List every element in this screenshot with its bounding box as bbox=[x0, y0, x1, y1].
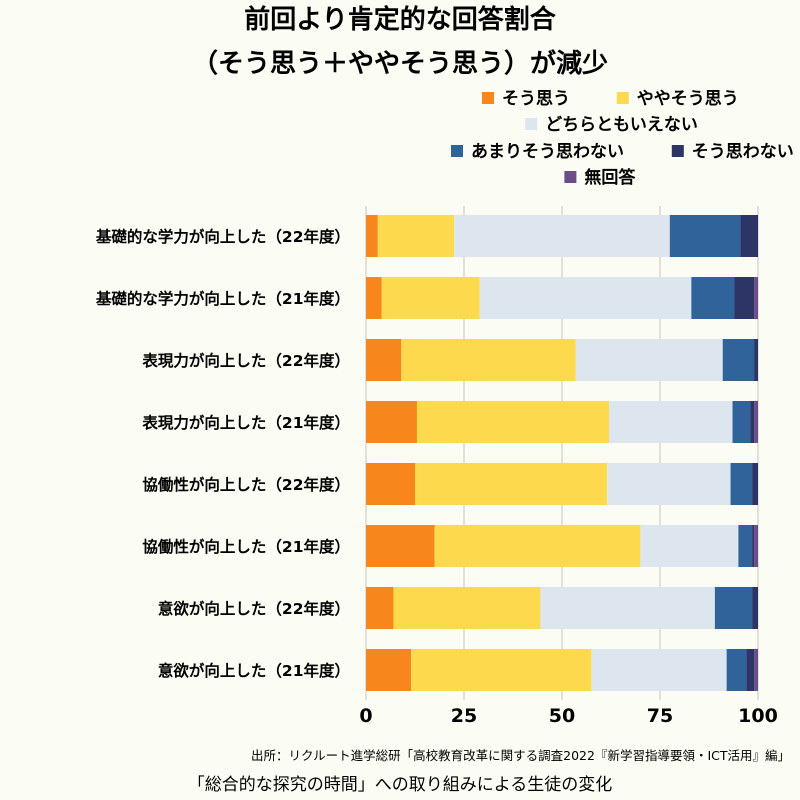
bar-segment-5-3 bbox=[738, 525, 753, 567]
x-tick-label-1: 25 bbox=[451, 705, 477, 727]
bar-segment-5-1 bbox=[434, 525, 641, 567]
bar-segment-6-2 bbox=[540, 587, 715, 629]
bar-segment-0-4 bbox=[740, 215, 758, 257]
bar-segment-2-0 bbox=[366, 339, 402, 381]
category-label-3: 表現力が向上した（21年度） bbox=[141, 413, 350, 432]
bar-segment-7-2 bbox=[591, 649, 727, 691]
legend-swatch-0 bbox=[482, 92, 494, 104]
bar-segment-3-2 bbox=[609, 401, 733, 443]
category-labels: 基礎的な学力が向上した（22年度） 基礎的な学力が向上した（21年度） 表現力が向上… bbox=[95, 227, 350, 680]
legend-label-5: 無回答 bbox=[584, 167, 636, 188]
legend-swatch-5 bbox=[564, 171, 577, 183]
bar-segment-5-0 bbox=[366, 525, 435, 567]
bar-segment-4-3 bbox=[730, 463, 753, 505]
bar-segment-5-4 bbox=[752, 525, 755, 567]
bar-segment-6-0 bbox=[366, 587, 394, 629]
chart-title: 前回より肯定的な回答割合 （そう思う＋ややそう思う）が減少 bbox=[192, 4, 608, 79]
bar-segment-7-3 bbox=[726, 649, 747, 691]
bar-segment-4-1 bbox=[415, 463, 608, 505]
category-label-0: 基礎的な学力が向上した（22年度） bbox=[95, 227, 350, 246]
x-axis-ticks: 0 25 50 75 100 bbox=[359, 705, 777, 727]
category-label-6: 意欲が向上した（22年度） bbox=[158, 599, 350, 618]
x-tick-label-3: 75 bbox=[647, 705, 673, 727]
legend-swatch-2 bbox=[525, 118, 538, 130]
bar-segment-0-1 bbox=[377, 215, 455, 257]
bar-segment-4-4 bbox=[752, 463, 758, 505]
category-label-1: 基礎的な学力が向上した（21年度） bbox=[95, 289, 350, 308]
legend-swatch-3 bbox=[451, 145, 463, 157]
bars bbox=[366, 215, 758, 691]
bar-segment-4-0 bbox=[366, 463, 415, 505]
bar-segment-3-4 bbox=[750, 401, 755, 443]
bar-segment-0-2 bbox=[454, 215, 670, 257]
x-tick-label-4: 100 bbox=[738, 705, 778, 727]
bar-segment-1-2 bbox=[479, 277, 692, 319]
bar-segment-2-1 bbox=[401, 339, 576, 381]
bar-segment-7-1 bbox=[411, 649, 592, 691]
bar-segment-2-2 bbox=[575, 339, 723, 381]
bar-segment-1-4 bbox=[734, 277, 755, 319]
source-note: 出所：リクルート進学総研「高校教育改革に関する調査2022『新学習指導要領・IC… bbox=[251, 748, 790, 763]
bar-segment-0-0 bbox=[366, 215, 378, 257]
bar-segment-0-3 bbox=[669, 215, 741, 257]
legend-label-1: ややそう思う bbox=[637, 89, 739, 109]
bar-segment-4-2 bbox=[607, 463, 731, 505]
legend-label-2: どちらともいえない bbox=[545, 115, 698, 135]
legend-swatch-1 bbox=[616, 92, 629, 104]
category-label-2: 表現力が向上した（22年度） bbox=[141, 351, 350, 370]
legend-label-4: そう思わない bbox=[692, 142, 794, 162]
bar-segment-7-5 bbox=[754, 649, 758, 691]
bar-segment-5-5 bbox=[754, 525, 758, 567]
x-tick-label-0: 0 bbox=[359, 705, 372, 727]
bar-segment-5-2 bbox=[640, 525, 739, 567]
bar-segment-7-0 bbox=[366, 649, 412, 691]
bar-segment-3-0 bbox=[366, 401, 417, 443]
bar-segment-7-4 bbox=[746, 649, 755, 691]
legend-label-3: あまりそう思わない bbox=[471, 142, 624, 162]
category-label-7: 意欲が向上した（21年度） bbox=[158, 661, 350, 680]
title-line-2: （そう思う＋ややそう思う）が減少 bbox=[192, 48, 608, 79]
bar-segment-1-3 bbox=[691, 277, 735, 319]
bar-segment-3-3 bbox=[732, 401, 751, 443]
bar-segment-6-4 bbox=[752, 587, 758, 629]
bar-segment-1-1 bbox=[381, 277, 480, 319]
bar-segment-3-1 bbox=[416, 401, 610, 443]
bar-segment-6-3 bbox=[714, 587, 753, 629]
bar-segment-6-1 bbox=[393, 587, 541, 629]
category-label-4: 協働性が向上した（22年度） bbox=[142, 475, 350, 494]
legend-label-0: そう思う bbox=[502, 89, 570, 109]
bar-segment-1-0 bbox=[366, 277, 382, 319]
footer-caption: 「総合的な探究の時間」への取り組みによる生徒の変化 bbox=[188, 775, 613, 795]
bar-segment-2-4 bbox=[754, 339, 758, 381]
bar-segment-3-5 bbox=[754, 401, 758, 443]
bar-segment-2-3 bbox=[722, 339, 755, 381]
bar-segment-1-5 bbox=[754, 277, 758, 319]
title-line-1: 前回より肯定的な回答割合 bbox=[244, 4, 556, 35]
category-label-5: 協働性が向上した（21年度） bbox=[142, 537, 350, 556]
x-tick-label-2: 50 bbox=[549, 705, 575, 727]
legend-swatch-4 bbox=[671, 145, 684, 157]
